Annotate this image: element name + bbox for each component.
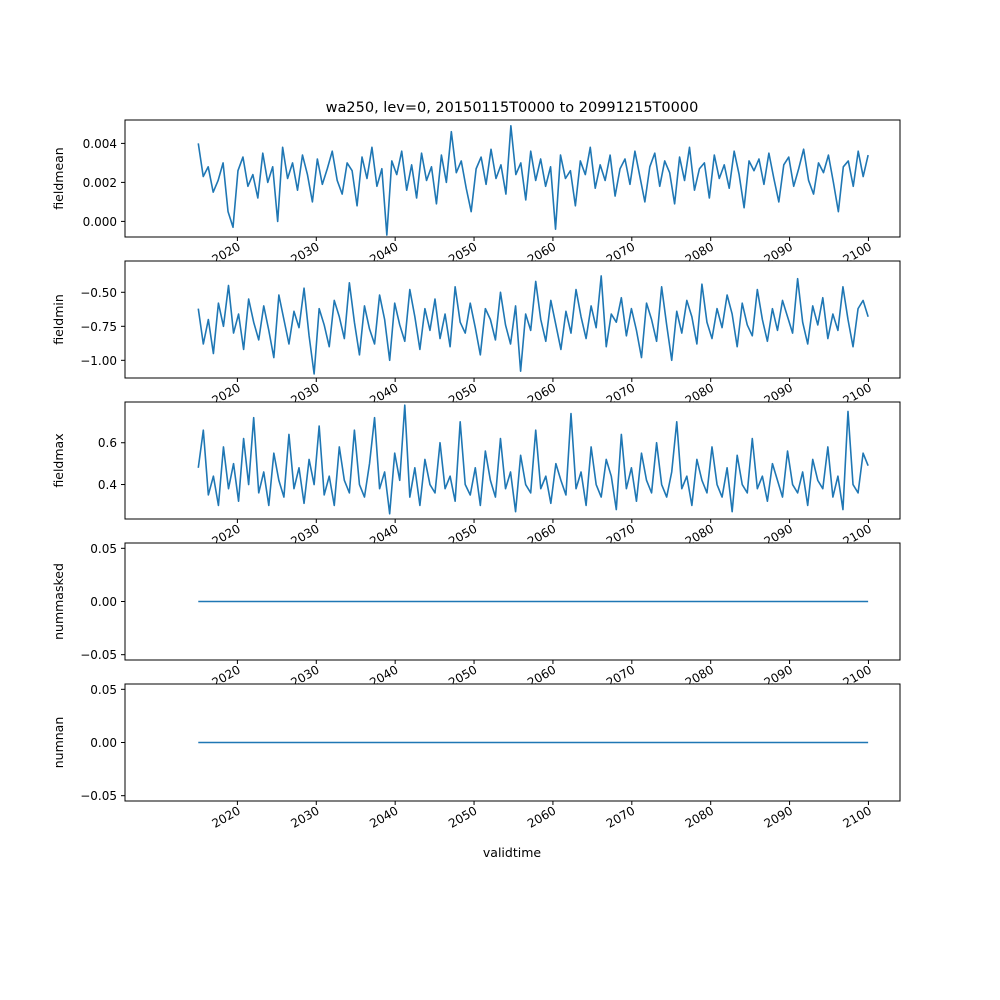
- y-axis-label: numnan: [51, 717, 66, 769]
- y-tick-label: −0.05: [80, 789, 117, 803]
- axes-frame: [124, 401, 901, 520]
- y-tick-label: −0.50: [80, 286, 117, 300]
- series-line-fieldmax: [197, 404, 869, 515]
- y-tick-label: 0.4: [98, 478, 117, 492]
- y-tick-label: 0.000: [83, 215, 117, 229]
- x-axis-label: validtime: [483, 845, 541, 860]
- y-tick-label: 0.05: [90, 542, 117, 556]
- y-tick-label: 0.6: [98, 436, 117, 450]
- y-tick-label: −0.05: [80, 648, 117, 662]
- y-tick-label: 0.05: [90, 683, 117, 697]
- y-axis-label: fieldmin: [51, 294, 66, 345]
- y-axis-label: fieldmean: [51, 147, 66, 209]
- chart-title: wa250, lev=0, 20150115T0000 to 20991215T…: [326, 100, 699, 116]
- axes-background: [125, 261, 900, 378]
- y-tick-label: 0.004: [83, 137, 117, 151]
- series-line-fieldmin: [197, 275, 869, 375]
- y-tick-label: −1.00: [80, 354, 117, 368]
- y-tick-label: 0.00: [90, 736, 117, 750]
- y-tick-label: −0.75: [80, 320, 117, 334]
- y-tick-label: 0.00: [90, 595, 117, 609]
- y-tick-label: 0.002: [83, 176, 117, 190]
- series-line-fieldmean: [197, 125, 869, 236]
- axes-frame: [124, 260, 901, 379]
- axes-frame: [124, 119, 901, 238]
- y-axis-label: fieldmax: [51, 433, 66, 487]
- y-axis-label: nummasked: [51, 563, 66, 640]
